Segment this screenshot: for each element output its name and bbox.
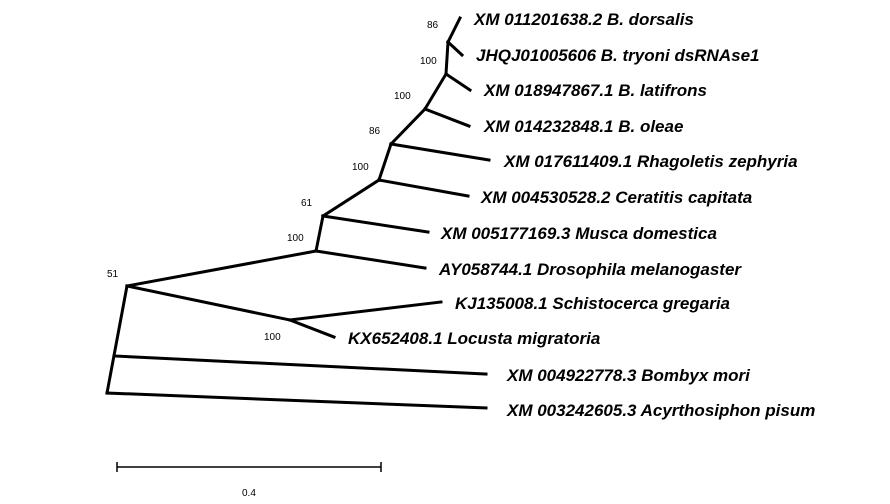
branch-root-stem [105, 284, 129, 395]
taxon-label: KJ135008.1 Schistocerca gregaria [455, 294, 730, 313]
bootstrap-value: 100 [352, 162, 369, 173]
branch-node-100d [422, 71, 449, 112]
taxon-label: KX652408.1 Locusta migratoria [348, 329, 600, 348]
branch-oleae [423, 107, 471, 128]
taxon-label: XM 011201638.2 B. dorsalis [473, 10, 694, 29]
bootstrap-value: 86 [369, 126, 381, 137]
taxon-labels: XM 011201638.2 B. dorsalis JHQJ01005606 … [348, 10, 815, 420]
taxon-label: XM 005177169.3 Musca domestica [440, 224, 717, 243]
branch-latifrons [443, 71, 473, 93]
branch-node-100c [388, 106, 428, 147]
branch-schistocerca [288, 300, 443, 322]
taxon-label: XM 003242605.3 Acyrthosiphon pisum [506, 401, 815, 420]
branch-node-86a [444, 40, 450, 76]
bootstrap-value: 100 [287, 233, 304, 244]
bootstrap-value: 86 [427, 20, 439, 31]
branch-diptera-stem [125, 249, 318, 288]
tree-branches [105, 15, 491, 410]
branch-node-86b [377, 142, 393, 182]
taxon-label: XM 017611409.1 Rhagoletis zephyria [503, 152, 798, 171]
branch-drosophila [314, 249, 427, 270]
branch-node-61 [314, 214, 325, 253]
branch-musca [321, 214, 430, 234]
branch-acyrthosiphon [105, 391, 488, 410]
branch-orthoptera-stem [125, 284, 292, 322]
taxon-label: JHQJ01005606 B. tryoni dsRNAse1 [476, 46, 759, 65]
branch-ceratitis [377, 178, 470, 198]
taxon-label: XM 014232848.1 B. oleae [483, 117, 683, 136]
bootstrap-value: 100 [394, 91, 411, 102]
taxon-label: XM 004922778.3 Bombyx mori [506, 366, 751, 385]
bootstrap-value: 51 [107, 269, 119, 280]
branch-rhagoletis [389, 142, 491, 162]
taxon-label: XM 004530528.2 Ceratitis capitata [480, 188, 752, 207]
bootstrap-value: 61 [301, 198, 313, 209]
branch-locusta [288, 318, 336, 339]
scale-bar-label: 0.4 [242, 488, 256, 499]
bootstrap-value: 100 [264, 332, 281, 343]
bootstrap-value: 100 [420, 56, 437, 67]
bootstrap-labels: 86 100 100 86 100 61 100 51 100 [107, 20, 439, 343]
branch-bombyx [112, 354, 488, 376]
branch-tryoni [445, 39, 465, 58]
taxon-label: AY058744.1 Drosophila melanogaster [438, 260, 742, 279]
branch-node-100b [320, 177, 382, 219]
taxon-label: XM 018947867.1 B. latifrons [483, 81, 707, 100]
branch-dorsalis [445, 15, 463, 45]
scale-bar: 0.4 [116, 462, 382, 499]
